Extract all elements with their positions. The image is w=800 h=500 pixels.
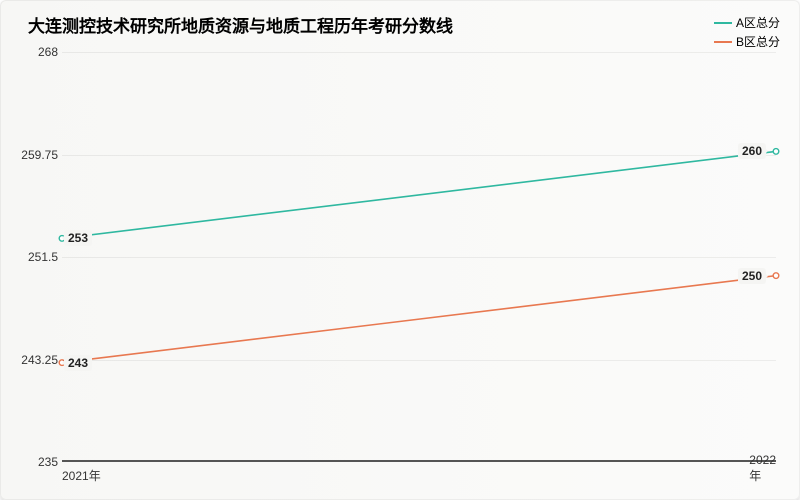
point-label: 250 [738, 268, 766, 284]
legend-label-a: A区总分 [736, 14, 780, 31]
legend-label-b: B区总分 [736, 33, 780, 50]
legend-swatch-a [714, 22, 732, 24]
y-tick-label: 268 [14, 45, 58, 59]
x-tick-label: 2022年 [749, 453, 776, 484]
y-tick-label: 235 [14, 455, 58, 469]
gridline [62, 155, 776, 156]
legend: A区总分 B区总分 [714, 14, 780, 52]
x-axis [62, 460, 776, 462]
plot-area: 235243.25251.5259.752682021年2022年2532602… [62, 52, 776, 462]
series-marker [773, 273, 779, 279]
series-line [62, 151, 776, 238]
legend-swatch-b [714, 41, 732, 43]
chart-container: 大连测控技术研究所地质资源与地质工程历年考研分数线 A区总分 B区总分 235 2… [0, 0, 800, 500]
series-line [62, 276, 776, 363]
chart-title: 大连测控技术研究所地质资源与地质工程历年考研分数线 [28, 12, 453, 37]
point-label: 243 [64, 355, 92, 371]
series-marker [773, 149, 779, 155]
point-label: 253 [64, 230, 92, 246]
legend-item-a: A区总分 [714, 14, 780, 31]
y-tick-label: 243.25 [14, 353, 58, 367]
x-tick-label: 2021年 [62, 467, 101, 484]
y-tick-label: 259.75 [14, 148, 58, 162]
y-tick-label: 251.5 [14, 250, 58, 264]
legend-item-b: B区总分 [714, 33, 780, 50]
gridline [62, 52, 776, 53]
gridline [62, 360, 776, 361]
point-label: 260 [738, 143, 766, 159]
gridline [62, 257, 776, 258]
